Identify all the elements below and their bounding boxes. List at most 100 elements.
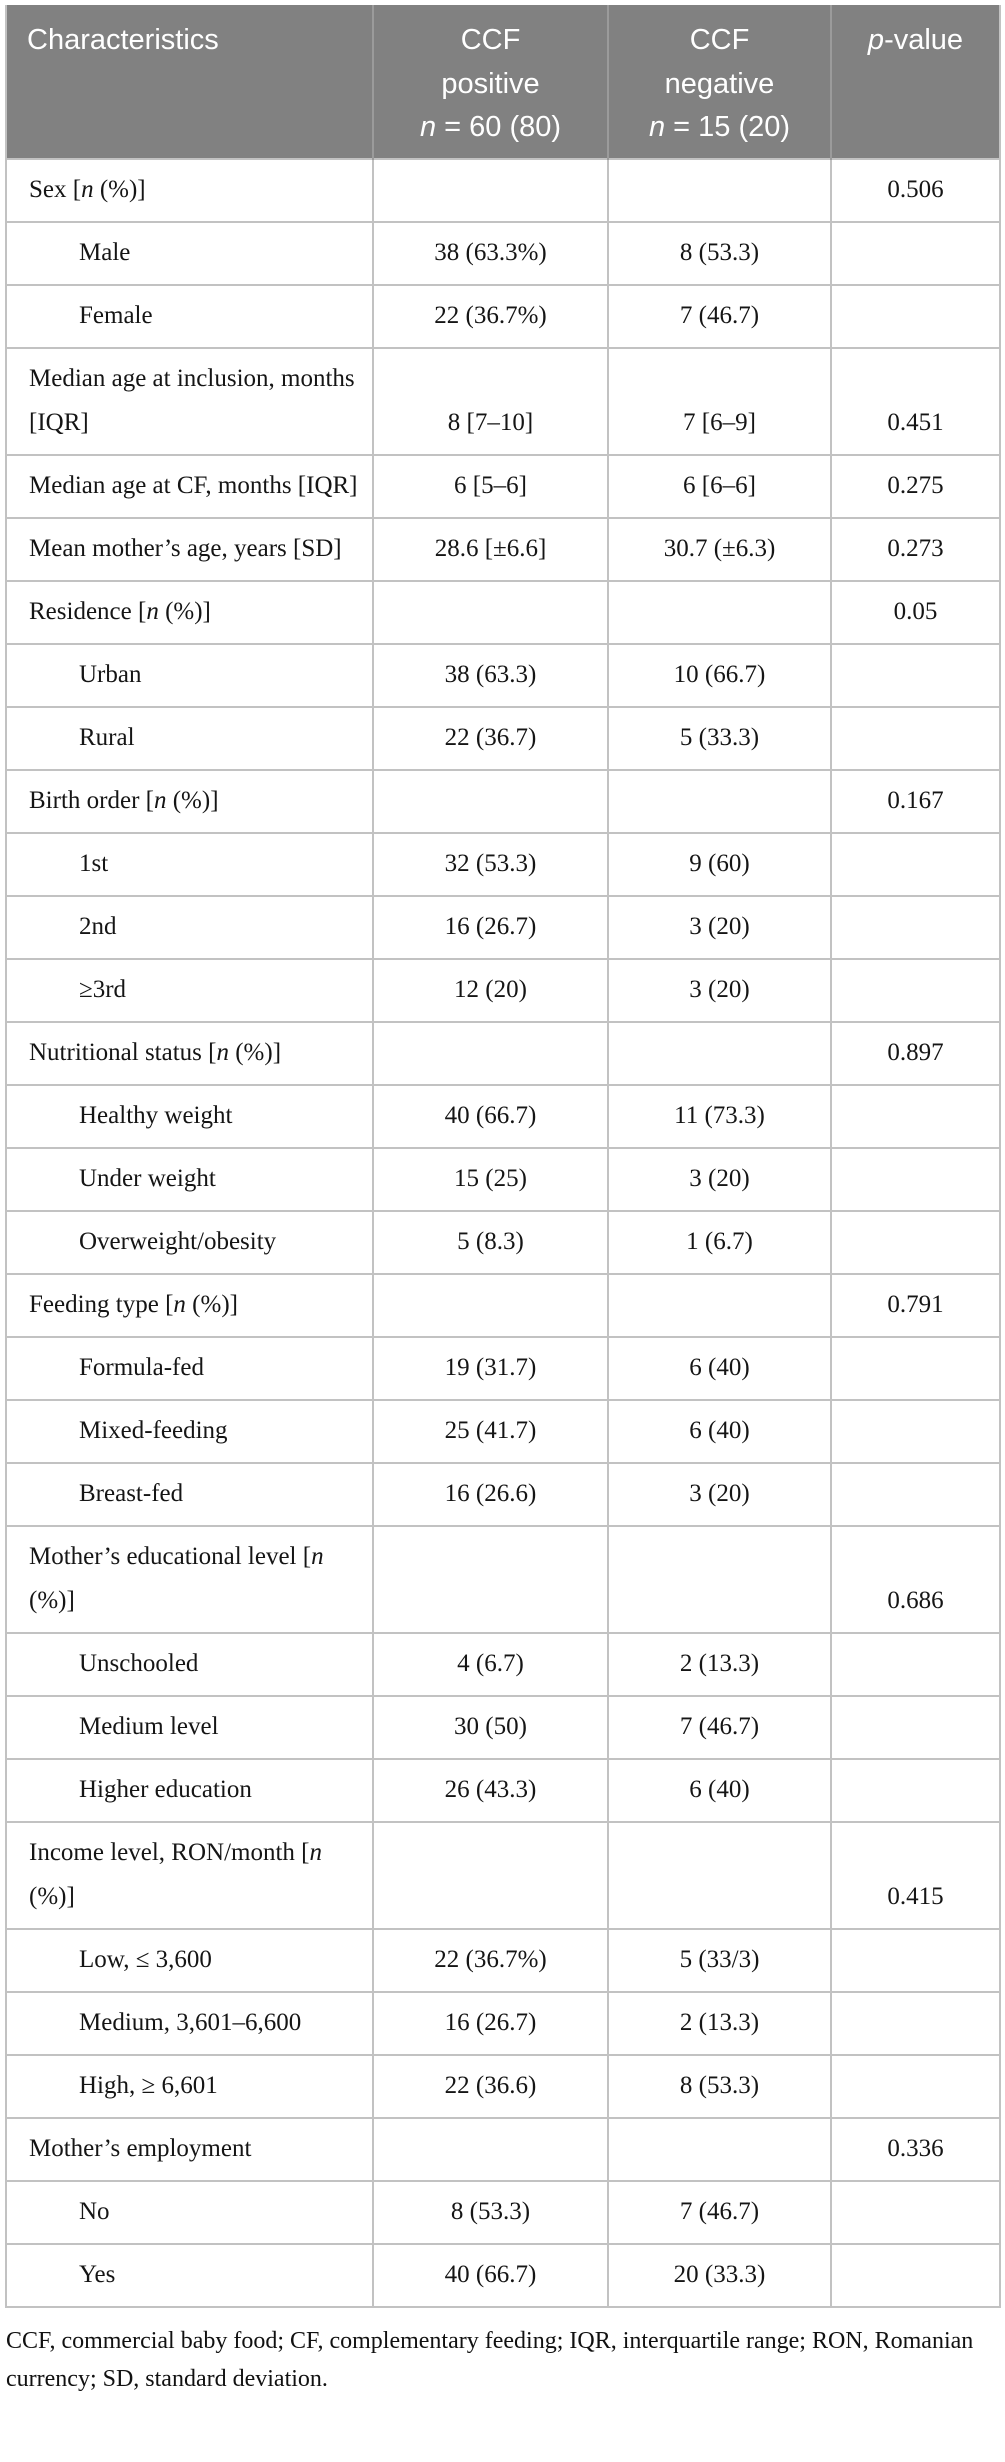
table-row: Mean mother’s age, years [SD] 28.6 [±6.6]… bbox=[5, 516, 1001, 582]
p-value-cell: 0.05 bbox=[830, 579, 1001, 645]
p-value-cell bbox=[830, 1209, 1001, 1275]
row-label-cell: Mixed-feeding bbox=[5, 1398, 374, 1464]
table-row: Formula-fed 19 (31.7) 6 (40) bbox=[5, 1335, 1001, 1401]
table-row: No 8 (53.3) 7 (46.7) bbox=[5, 2179, 1001, 2245]
ccf-negative-value-cell bbox=[607, 157, 832, 223]
ccf-negative-value-cell: 6 (40) bbox=[607, 1398, 832, 1464]
ccf-positive-value-cell bbox=[372, 1820, 609, 1930]
row-label-cell: Breast-fed bbox=[5, 1461, 374, 1527]
header-label: Characteristics bbox=[27, 24, 219, 56]
ccf-negative-value-cell: 30.7 (±6.3) bbox=[607, 516, 832, 582]
table-row: Residence [n (%)] 0.05 bbox=[5, 579, 1001, 645]
row-label-cell: Low, ≤ 3,600 bbox=[5, 1927, 374, 1993]
p-value-cell: 0.415 bbox=[830, 1820, 1001, 1930]
p-value-cell bbox=[830, 642, 1001, 708]
row-label-cell: High, ≥ 6,601 bbox=[5, 2053, 374, 2119]
row-label-cell: Under weight bbox=[5, 1146, 374, 1212]
row-label-cell: Overweight/obesity bbox=[5, 1209, 374, 1275]
ccf-positive-value-cell: 26 (43.3) bbox=[372, 1757, 609, 1823]
row-label-cell: Male bbox=[5, 220, 374, 286]
p-value-cell: 0.167 bbox=[830, 768, 1001, 834]
ccf-positive-value-cell bbox=[372, 2116, 609, 2182]
ccf-positive-value-cell bbox=[372, 768, 609, 834]
p-value-cell bbox=[830, 283, 1001, 349]
ccf-positive-value-cell: 22 (36.7%) bbox=[372, 283, 609, 349]
header-cell-characteristics: Characteristics bbox=[6, 5, 374, 159]
table-row: Breast-fed 16 (26.6) 3 (20) bbox=[5, 1461, 1001, 1527]
ccf-positive-value-cell: 8 [7–10] bbox=[372, 346, 609, 456]
row-label-cell: Birth order [n (%)] bbox=[5, 768, 374, 834]
table-row: Nutritional status [n (%)] 0.897 bbox=[5, 1020, 1001, 1086]
table-row: Medium, 3,601–6,600 16 (26.7) 2 (13.3) bbox=[5, 1990, 1001, 2056]
p-value-cell: 0.336 bbox=[830, 2116, 1001, 2182]
table-row: Unschooled 4 (6.7) 2 (13.3) bbox=[5, 1631, 1001, 1697]
table-footnote: CCF, commercial baby food; CF, complemen… bbox=[6, 2327, 974, 2392]
p-value-cell bbox=[830, 1990, 1001, 2056]
ccf-negative-value-cell: 5 (33.3) bbox=[607, 705, 832, 771]
table-row: 1st 32 (53.3) 9 (60) bbox=[5, 831, 1001, 897]
p-value-cell bbox=[830, 1335, 1001, 1401]
table-body: Sex [n (%)] 0.506 Male 38 (63.3%) 8 (53.3) Fe… bbox=[5, 157, 1001, 2308]
p-value-cell bbox=[830, 1146, 1001, 1212]
row-label-cell: Feeding type [n (%)] bbox=[5, 1272, 374, 1338]
ccf-negative-value-cell: 8 (53.3) bbox=[607, 220, 832, 286]
ccf-positive-value-cell bbox=[372, 1272, 609, 1338]
p-value-cell: 0.506 bbox=[830, 157, 1001, 223]
row-label-cell: Medium, 3,601–6,600 bbox=[5, 1990, 374, 2056]
header-sample-size: n = 15 (20) bbox=[648, 111, 791, 143]
row-label-cell: Median age at CF, months [IQR] bbox=[5, 453, 374, 519]
p-value-cell: 0.451 bbox=[830, 346, 1001, 456]
ccf-negative-value-cell: 2 (13.3) bbox=[607, 1631, 832, 1697]
ccf-positive-value-cell: 16 (26.7) bbox=[372, 894, 609, 960]
ccf-positive-value-cell: 22 (36.7%) bbox=[372, 1927, 609, 1993]
table-row: 2nd 16 (26.7) 3 (20) bbox=[5, 894, 1001, 960]
table-header-row: Characteristics CCF positive n = 60 (80)… bbox=[6, 5, 1000, 159]
ccf-positive-value-cell: 40 (66.7) bbox=[372, 2242, 609, 2308]
ccf-positive-value-cell: 28.6 [±6.6] bbox=[372, 516, 609, 582]
ccf-negative-value-cell: 11 (73.3) bbox=[607, 1083, 832, 1149]
ccf-positive-value-cell: 30 (50) bbox=[372, 1694, 609, 1760]
row-label-cell: 1st bbox=[5, 831, 374, 897]
ccf-negative-value-cell bbox=[607, 1272, 832, 1338]
ccf-negative-value-cell: 7 (46.7) bbox=[607, 283, 832, 349]
header-label: CCF negative bbox=[664, 24, 775, 100]
ccf-positive-value-cell: 16 (26.6) bbox=[372, 1461, 609, 1527]
p-value-cell bbox=[830, 831, 1001, 897]
p-value-cell bbox=[830, 1398, 1001, 1464]
ccf-negative-value-cell: 5 (33/3) bbox=[607, 1927, 832, 1993]
ccf-positive-value-cell: 38 (63.3) bbox=[372, 642, 609, 708]
p-value-cell bbox=[830, 1083, 1001, 1149]
p-value-cell bbox=[830, 1694, 1001, 1760]
ccf-negative-value-cell bbox=[607, 1020, 832, 1086]
row-label-cell: Nutritional status [n (%)] bbox=[5, 1020, 374, 1086]
row-label-cell: Formula-fed bbox=[5, 1335, 374, 1401]
table-row: Medium level 30 (50) 7 (46.7) bbox=[5, 1694, 1001, 1760]
table-row: Sex [n (%)] 0.506 bbox=[5, 157, 1001, 223]
row-label-cell: Urban bbox=[5, 642, 374, 708]
row-label-cell: Yes bbox=[5, 2242, 374, 2308]
p-value-cell bbox=[830, 957, 1001, 1023]
table-row: Birth order [n (%)] 0.167 bbox=[5, 768, 1001, 834]
row-label-cell: Unschooled bbox=[5, 1631, 374, 1697]
ccf-positive-value-cell: 12 (20) bbox=[372, 957, 609, 1023]
ccf-negative-value-cell: 10 (66.7) bbox=[607, 642, 832, 708]
p-value-cell: 0.791 bbox=[830, 1272, 1001, 1338]
table-row: ≥3rd 12 (20) 3 (20) bbox=[5, 957, 1001, 1023]
table-row: Rural 22 (36.7) 5 (33.3) bbox=[5, 705, 1001, 771]
row-label-cell: Healthy weight bbox=[5, 1083, 374, 1149]
ccf-negative-value-cell: 6 (40) bbox=[607, 1757, 832, 1823]
ccf-positive-value-cell: 5 (8.3) bbox=[372, 1209, 609, 1275]
table-row: Higher education 26 (43.3) 6 (40) bbox=[5, 1757, 1001, 1823]
ccf-negative-value-cell bbox=[607, 768, 832, 834]
row-label-cell: Medium level bbox=[5, 1694, 374, 1760]
table-row: Income level, RON/month [n (%)] 0.415 bbox=[5, 1820, 1001, 1930]
row-label-cell: Income level, RON/month [n (%)] bbox=[5, 1820, 374, 1930]
table-row: Low, ≤ 3,600 22 (36.7%) 5 (33/3) bbox=[5, 1927, 1001, 1993]
p-value-cell bbox=[830, 1461, 1001, 1527]
row-label-cell: Female bbox=[5, 283, 374, 349]
p-value-cell bbox=[830, 220, 1001, 286]
table-row: High, ≥ 6,601 22 (36.6) 8 (53.3) bbox=[5, 2053, 1001, 2119]
row-label-cell: Sex [n (%)] bbox=[5, 157, 374, 223]
ccf-negative-value-cell: 6 [6–6] bbox=[607, 453, 832, 519]
